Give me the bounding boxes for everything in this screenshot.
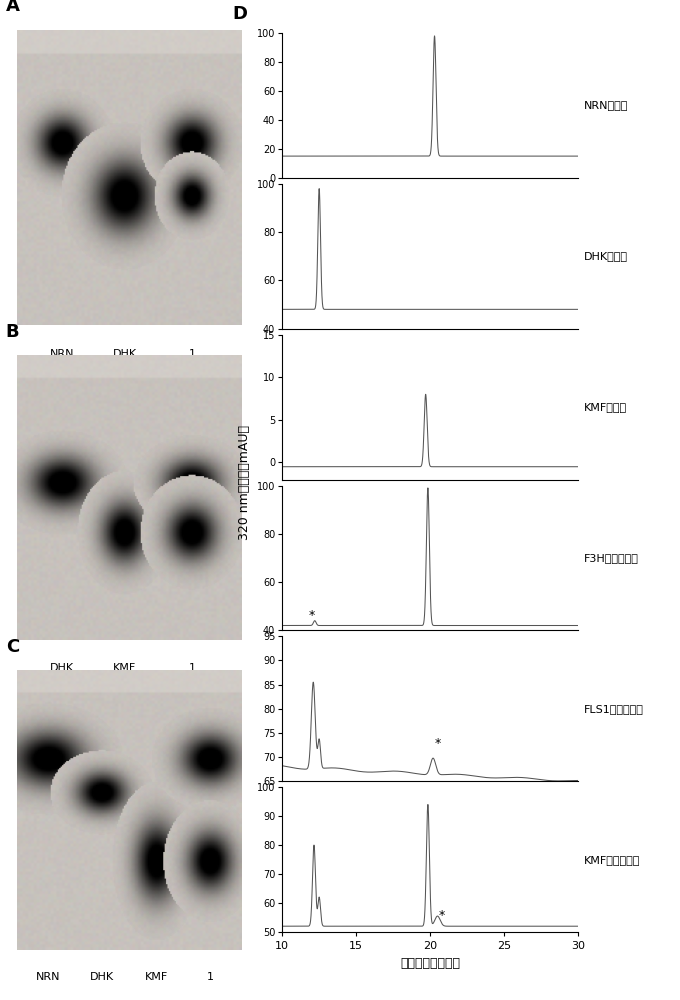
Text: NRN: NRN [36,972,61,982]
Text: KMF: KMF [145,972,168,982]
Text: C: C [5,638,19,656]
Text: NRN: NRN [50,349,74,359]
Text: KMF: KMF [113,663,136,673]
Text: NRN标准品: NRN标准品 [584,100,628,110]
Text: 320 nm吸光值（mAU）: 320 nm吸光值（mAU） [238,425,252,540]
Text: FLS1酶活性分析: FLS1酶活性分析 [584,704,644,714]
Text: D: D [232,5,247,23]
Text: DHK: DHK [90,972,114,982]
X-axis label: 滞留时间（分钟）: 滞留时间（分钟） [400,957,460,970]
Text: F3H酶活性分析: F3H酶活性分析 [584,553,639,563]
Text: B: B [5,323,20,341]
Text: A: A [5,0,20,15]
Text: *: * [435,737,441,750]
Text: 1: 1 [188,349,196,359]
Text: 1: 1 [207,972,214,982]
Text: DHK: DHK [50,663,74,673]
Text: KMF标准品: KMF标准品 [584,402,627,412]
Text: DHK: DHK [113,349,137,359]
Text: DHK标准品: DHK标准品 [584,251,628,261]
Text: KMF的一步合成: KMF的一步合成 [584,855,641,865]
Text: 1: 1 [188,663,196,673]
Text: *: * [309,609,315,622]
Text: *: * [439,909,445,922]
